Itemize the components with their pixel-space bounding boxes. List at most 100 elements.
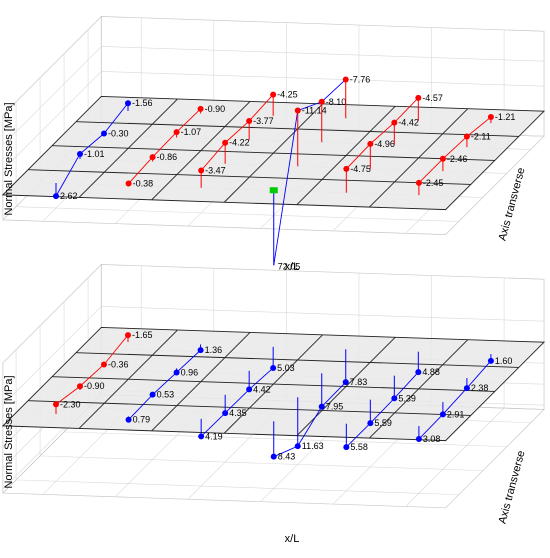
data-label: -2.45 bbox=[423, 178, 444, 188]
stem-marker bbox=[294, 107, 301, 114]
data-label: 2.38 bbox=[471, 383, 489, 393]
stem-marker bbox=[463, 133, 470, 140]
data-label: 72.05 bbox=[278, 261, 301, 271]
stem-marker bbox=[101, 361, 107, 368]
plate-divider bbox=[52, 376, 495, 392]
data-label: 11.63 bbox=[302, 441, 324, 451]
stem-marker bbox=[415, 179, 422, 186]
station-line bbox=[418, 360, 492, 440]
data-label: 2.91 bbox=[447, 409, 465, 419]
chart-panel-1: 2.62 -1.01-0.30 -1.56 -0.38 -0.86 -1.07 -0.90 -… bbox=[1, 15, 546, 273]
t-grid-line bbox=[15, 101, 459, 222]
stem-marker bbox=[270, 91, 277, 98]
data-label: 4.42 bbox=[253, 384, 271, 394]
stem-marker bbox=[222, 139, 229, 146]
stem-marker bbox=[391, 395, 398, 402]
stem-marker bbox=[101, 130, 107, 137]
data-label: -1.56 bbox=[132, 98, 153, 108]
plate-divider bbox=[76, 352, 519, 368]
data-label: -4.96 bbox=[374, 139, 395, 149]
data-label: 8.43 bbox=[278, 452, 296, 462]
data-label: 1.36 bbox=[205, 345, 223, 355]
station-line bbox=[200, 367, 274, 437]
data-label: 5.39 bbox=[398, 393, 416, 403]
station-line bbox=[200, 94, 274, 171]
stem-marker bbox=[149, 154, 156, 161]
stem-marker bbox=[391, 119, 398, 126]
stem-marker bbox=[173, 369, 180, 376]
data-label: -0.86 bbox=[157, 152, 178, 162]
station-line bbox=[418, 116, 492, 184]
data-label: -7.76 bbox=[350, 74, 371, 84]
plate-divider bbox=[28, 169, 471, 185]
data-label: -0.90 bbox=[205, 104, 226, 114]
stem-marker bbox=[270, 453, 277, 460]
data-label: 7.95 bbox=[326, 402, 344, 412]
t-grid-line bbox=[63, 301, 507, 447]
stem-marker bbox=[197, 105, 204, 112]
station-line bbox=[55, 102, 129, 197]
stem-marker bbox=[53, 193, 59, 200]
y-axis-title: Normal Stresses [MPa] bbox=[3, 102, 15, 215]
x-grid-line bbox=[405, 277, 505, 507]
data-label: -4.42 bbox=[398, 118, 419, 128]
stem-marker bbox=[222, 410, 229, 417]
data-label: 4.19 bbox=[205, 431, 223, 441]
stem-marker bbox=[125, 332, 131, 339]
stress-grid-line bbox=[2, 46, 545, 146]
stress-grid-line bbox=[2, 306, 545, 406]
data-label: 5.03 bbox=[277, 363, 295, 373]
data-label: -0.38 bbox=[133, 179, 154, 189]
data-label: -1.65 bbox=[132, 330, 153, 340]
stress-grid-line bbox=[2, 71, 545, 171]
stem-marker bbox=[173, 129, 180, 136]
stem-marker bbox=[487, 357, 494, 364]
data-label: -3.47 bbox=[205, 165, 226, 175]
data-label: 2.62 bbox=[60, 191, 78, 201]
data-label: -2.11 bbox=[471, 132, 491, 142]
stem-marker bbox=[197, 347, 204, 354]
stem-marker bbox=[318, 98, 325, 105]
stem-marker bbox=[415, 369, 422, 376]
data-label: 0.79 bbox=[133, 415, 151, 425]
x-axis-title: x/L bbox=[285, 533, 300, 545]
data-label: -2.46 bbox=[447, 154, 468, 164]
stem-marker bbox=[463, 385, 470, 392]
stem-marker bbox=[125, 180, 132, 187]
station-line bbox=[273, 381, 347, 458]
station-line bbox=[345, 97, 419, 170]
stem-marker bbox=[77, 383, 83, 390]
stem-marker bbox=[198, 167, 205, 174]
stem-marker bbox=[415, 94, 422, 101]
stem-marker bbox=[439, 411, 446, 418]
data-label: -3.77 bbox=[253, 116, 274, 126]
data-label: -0.30 bbox=[108, 129, 129, 139]
data-label: 5.58 bbox=[350, 442, 368, 452]
chart-panel-2: -2.30-0.90 -0.36 -1.65 0.79 0.53 0.96 1.36 4.19… bbox=[1, 263, 546, 545]
data-label: -11.14 bbox=[302, 106, 327, 116]
data-label: -4.75 bbox=[350, 164, 371, 174]
data-label: 7.83 bbox=[350, 377, 368, 387]
stem-marker bbox=[367, 420, 374, 427]
stem-marker bbox=[343, 165, 350, 172]
stem-marker bbox=[125, 100, 131, 107]
data-label: 3.08 bbox=[423, 434, 441, 444]
stem-marker bbox=[343, 444, 350, 451]
stem-marker bbox=[198, 433, 205, 440]
stem-marker bbox=[269, 187, 278, 194]
data-label: 0.96 bbox=[181, 367, 199, 377]
stem-marker bbox=[342, 379, 349, 386]
stem-marker bbox=[439, 155, 446, 162]
data-label: -1.21 bbox=[495, 112, 516, 122]
x-axis-title: x/L bbox=[285, 261, 300, 273]
t-grid-line bbox=[39, 325, 483, 471]
data-label: -2.30 bbox=[60, 399, 81, 409]
plate-divider bbox=[52, 145, 495, 161]
data-label: 0.53 bbox=[157, 390, 175, 400]
stem-marker bbox=[487, 114, 494, 121]
y-axis-title: Normal Stresses [MPa] bbox=[3, 375, 15, 488]
station-line bbox=[55, 334, 129, 405]
data-label: 4.88 bbox=[422, 367, 440, 377]
stem-marker bbox=[246, 386, 253, 393]
